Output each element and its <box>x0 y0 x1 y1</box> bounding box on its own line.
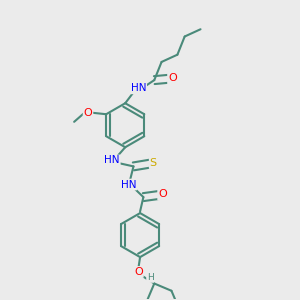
Text: O: O <box>134 267 143 277</box>
Text: HN: HN <box>121 180 136 190</box>
Text: O: O <box>84 108 92 118</box>
Text: HN: HN <box>131 83 146 93</box>
Text: H: H <box>147 273 154 282</box>
Text: O: O <box>168 74 177 83</box>
Text: O: O <box>158 190 167 200</box>
Text: HN: HN <box>104 155 120 165</box>
Text: S: S <box>150 158 157 168</box>
